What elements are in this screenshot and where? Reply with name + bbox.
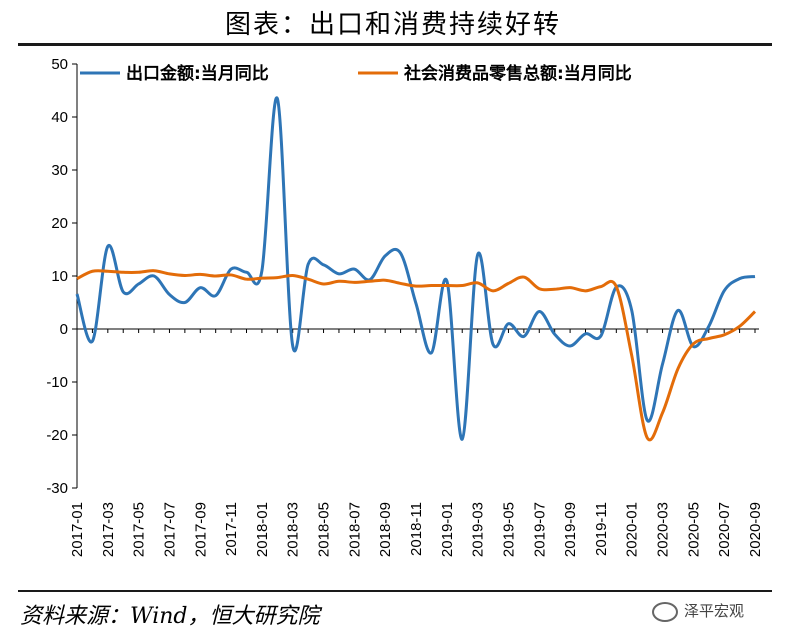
x-tick-label: 2018-11	[408, 502, 425, 556]
series-lines	[75, 96, 757, 442]
y-tick-label: -30	[46, 480, 68, 497]
x-tick-label: 2018-09	[377, 502, 394, 557]
source-note: 资料来源：Wind，恒大研究院	[20, 604, 320, 629]
x-tick-label: 2020-09	[747, 502, 764, 557]
y-tick-label: 50	[51, 56, 68, 73]
legend-label-retail: 社会消费品零售总额:当月同比	[403, 63, 632, 84]
x-tick-label: 2019-05	[500, 502, 517, 557]
x-tick-label: 2017-07	[161, 502, 178, 557]
y-tick-label: 30	[51, 162, 68, 179]
watermark-label: 泽平宏观	[684, 602, 745, 620]
y-tick-label: -10	[46, 374, 68, 391]
x-tick-label: 2018-03	[285, 502, 302, 557]
line-chart: -30 -20 -10 0 10 20 30 40 50 2017-01 2017-03 2017-0…	[46, 56, 764, 557]
x-tick-label: 2020-03	[655, 502, 672, 557]
y-tick-label: 10	[51, 268, 68, 285]
x-tick-label: 2019-09	[562, 502, 579, 557]
axes: -30 -20 -10 0 10 20 30 40 50 2017-01 2017-03 2017-0…	[46, 56, 764, 557]
legend-label-export: 出口金额:当月同比	[126, 63, 269, 84]
x-tick-label: 2019-03	[470, 502, 487, 557]
watermark: 泽平宏观	[652, 600, 744, 622]
title-divider	[18, 43, 772, 46]
x-tick-label: 2017-11	[223, 502, 240, 556]
x-tick-label: 2017-09	[192, 502, 209, 557]
legend: 出口金额:当月同比 社会消费品零售总额:当月同比	[80, 63, 632, 84]
x-tick-label: 2020-05	[685, 502, 702, 557]
x-tick-label: 2019-11	[593, 502, 610, 556]
x-tick-label: 2018-07	[346, 502, 363, 557]
x-tick-label: 2017-05	[131, 502, 148, 557]
footer-divider	[18, 590, 772, 592]
x-tick-label: 2018-05	[316, 502, 333, 557]
chart-title: 图表：出口和消费持续好转	[224, 10, 561, 40]
wechat-icon	[652, 601, 678, 622]
y-tick-label: 0	[60, 321, 68, 338]
x-tick-label: 2017-01	[69, 502, 86, 557]
series-line-1	[76, 269, 757, 442]
series-line-0	[75, 96, 756, 441]
y-tick-label: 20	[51, 215, 68, 232]
x-tick-label: 2017-03	[100, 502, 117, 557]
y-tick-label: -20	[46, 427, 68, 444]
x-tick-label: 2020-01	[624, 502, 641, 557]
x-tick-label: 2020-07	[716, 502, 733, 557]
x-tick-label: 2018-01	[254, 502, 271, 557]
x-tick-label: 2019-07	[531, 502, 548, 557]
x-tick-label: 2019-01	[439, 502, 456, 557]
y-tick-label: 40	[51, 109, 68, 126]
